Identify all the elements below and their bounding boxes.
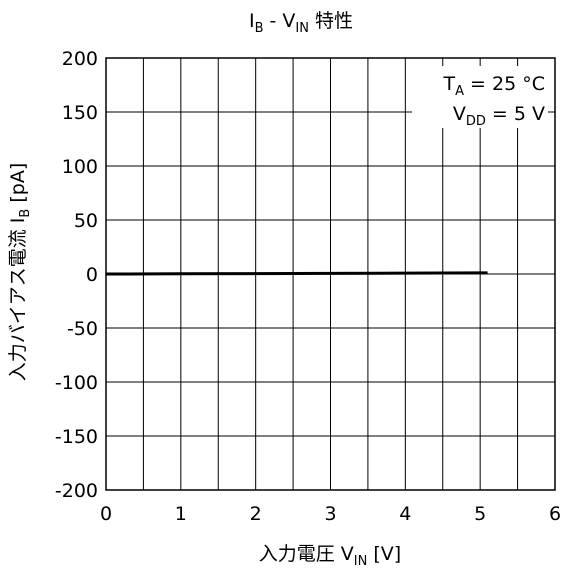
chart-title-mid: - V bbox=[263, 10, 295, 32]
chart-title-mid-sub: IN bbox=[295, 21, 309, 36]
annotation-line-2-sub: DD bbox=[466, 114, 486, 129]
y-axis-title-main: 入力バイアス電流 I bbox=[7, 218, 29, 382]
chart-title-end: 特性 bbox=[309, 10, 353, 32]
chart-title: IB - VIN 特性 bbox=[249, 10, 353, 36]
x-tick-label: 6 bbox=[549, 503, 561, 525]
x-axis-title-end: [V] bbox=[367, 543, 401, 565]
x-axis-title-sub: IN bbox=[354, 554, 368, 569]
y-axis-title: 入力バイアス電流 IB [pA] bbox=[7, 163, 33, 382]
annotation-line-1: TA = 25 °C bbox=[443, 73, 546, 99]
y-tick-label: -150 bbox=[55, 426, 98, 448]
x-tick-label: 0 bbox=[100, 503, 112, 525]
annotation-line-2-main: V bbox=[453, 103, 466, 125]
x-axis-title-main: 入力電圧 V bbox=[259, 543, 354, 565]
y-tick-label: 200 bbox=[62, 48, 98, 70]
y-tick-label: -200 bbox=[55, 480, 98, 502]
annotation-box: TA = 25 °C VDD = 5 V bbox=[412, 66, 548, 129]
annotation-line-1-end: = 25 °C bbox=[464, 73, 545, 95]
x-tick-label: 4 bbox=[399, 503, 411, 525]
annotation-background bbox=[412, 66, 548, 128]
annotation-line-2: VDD = 5 V bbox=[453, 103, 545, 129]
y-tick-label: 150 bbox=[62, 102, 98, 124]
y-tick-label: -50 bbox=[67, 318, 98, 340]
x-tick-labels: 0 1 2 3 4 5 6 bbox=[100, 503, 561, 525]
y-tick-labels: -200 -150 -100 -50 0 50 100 150 200 bbox=[55, 48, 98, 502]
plot-frame bbox=[105, 57, 556, 491]
x-tick-label: 1 bbox=[175, 503, 187, 525]
data-layer bbox=[105, 271, 488, 276]
x-tick-label: 5 bbox=[474, 503, 486, 525]
x-tick-label: 3 bbox=[324, 503, 336, 525]
series-line bbox=[105, 271, 488, 276]
y-axis-title-sub: B bbox=[18, 209, 33, 218]
annotation-line-1-main: T bbox=[443, 73, 456, 95]
y-axis-title-end: [pA] bbox=[7, 163, 29, 209]
chart-title-main-sub: B bbox=[255, 21, 264, 36]
y-tick-label: 100 bbox=[62, 156, 98, 178]
chart-title-main: I bbox=[249, 10, 255, 32]
y-tick-label: 0 bbox=[86, 264, 98, 286]
x-axis-title: 入力電圧 VIN [V] bbox=[259, 543, 401, 569]
y-tick-label: -100 bbox=[55, 372, 98, 394]
annotation-line-1-sub: A bbox=[455, 84, 464, 99]
x-tick-label: 2 bbox=[250, 503, 262, 525]
y-tick-label: 50 bbox=[74, 210, 98, 232]
annotation-line-2-end: = 5 V bbox=[486, 103, 545, 125]
